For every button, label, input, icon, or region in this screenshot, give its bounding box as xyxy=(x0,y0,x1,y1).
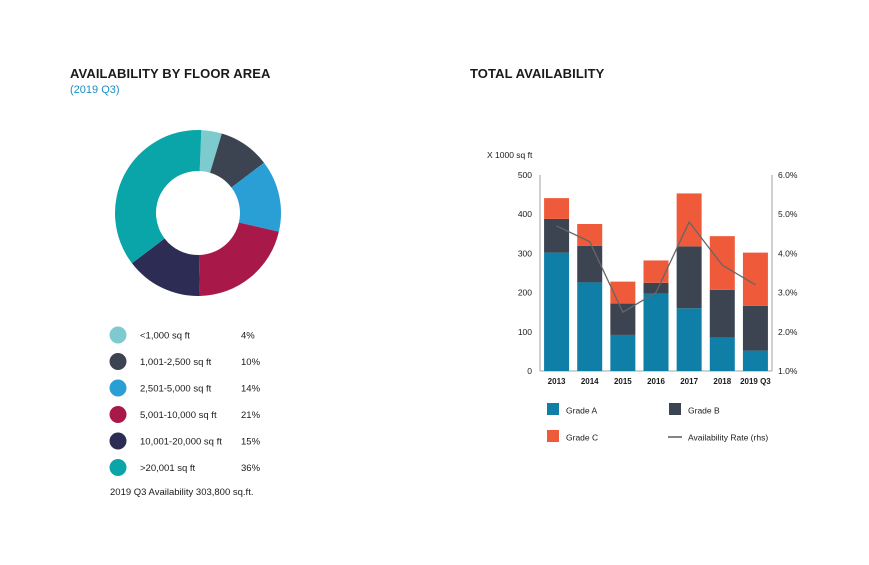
x-tick-label: 2019 Q3 xyxy=(740,377,771,386)
legend-swatch-grade-c xyxy=(547,430,559,442)
y-tick-label: 300 xyxy=(518,248,532,258)
legend-label-grade-a: Grade A xyxy=(566,406,598,416)
y2-tick-label: 1.0% xyxy=(778,366,798,376)
bar-grade-b-6 xyxy=(710,290,735,338)
x-tick-label: 2016 xyxy=(647,377,665,386)
bar-grade-b-7 xyxy=(743,306,768,351)
bar-grade-a-7 xyxy=(743,351,768,371)
y-axis-unit-label: X 1000 sq ft xyxy=(487,150,533,160)
y2-tick-label: 2.0% xyxy=(778,327,798,337)
bar-grade-a-3 xyxy=(610,335,635,371)
x-tick-label: 2018 xyxy=(713,377,731,386)
y-tick-label: 200 xyxy=(518,288,532,298)
y-tick-label: 100 xyxy=(518,327,532,337)
y2-tick-label: 3.0% xyxy=(778,288,798,298)
y2-tick-label: 4.0% xyxy=(778,248,798,258)
bar-grade-c-1 xyxy=(544,198,569,219)
y2-tick-label: 6.0% xyxy=(778,170,798,180)
bar-chart-title: TOTAL AVAILABILITY xyxy=(470,66,604,81)
legend-swatch-grade-a xyxy=(547,403,559,415)
y-tick-label: 500 xyxy=(518,170,532,180)
bar-grade-c-5 xyxy=(677,193,702,246)
legend-label-availability-rate: Availability Rate (rhs) xyxy=(688,433,768,443)
bar-grade-b-2 xyxy=(577,246,602,282)
bar-grade-a-2 xyxy=(577,282,602,371)
bar-grade-a-4 xyxy=(644,294,669,371)
availability-footnote: 2019 Q3 Availability 303,800 sq.ft. xyxy=(110,487,253,498)
legend-swatch-6 xyxy=(110,459,127,476)
legend-value-6: 36% xyxy=(241,463,261,474)
bar-grade-a-5 xyxy=(677,308,702,371)
bar-grade-c-4 xyxy=(644,260,669,282)
y-tick-label: 400 xyxy=(518,209,532,219)
donut-chart-title: AVAILABILITY BY FLOOR AREA xyxy=(70,66,271,81)
legend-label-grade-c: Grade C xyxy=(566,433,598,443)
bar-grade-a-6 xyxy=(710,338,735,371)
x-tick-label: 2017 xyxy=(680,377,698,386)
x-tick-label: 2013 xyxy=(548,377,566,386)
y-tick-label: 0 xyxy=(527,366,532,376)
legend-swatch-grade-b xyxy=(669,403,681,415)
legend-label-grade-b: Grade B xyxy=(688,406,720,416)
stacked-bar-chart: X 1000 sq ft 0 100 200 300 400 500 1.0% 2.0% 3.0%… xyxy=(0,140,869,460)
bar-grade-b-1 xyxy=(544,219,569,253)
bar-grade-b-5 xyxy=(677,246,702,308)
bar-grade-c-6 xyxy=(710,236,735,290)
bar-grade-b-3 xyxy=(610,304,635,335)
x-tick-label: 2014 xyxy=(581,377,599,386)
legend-label-6: >20,001 sq ft xyxy=(140,463,196,474)
x-tick-label: 2015 xyxy=(614,377,632,386)
bar-grade-a-1 xyxy=(544,253,569,371)
y2-tick-label: 5.0% xyxy=(778,209,798,219)
